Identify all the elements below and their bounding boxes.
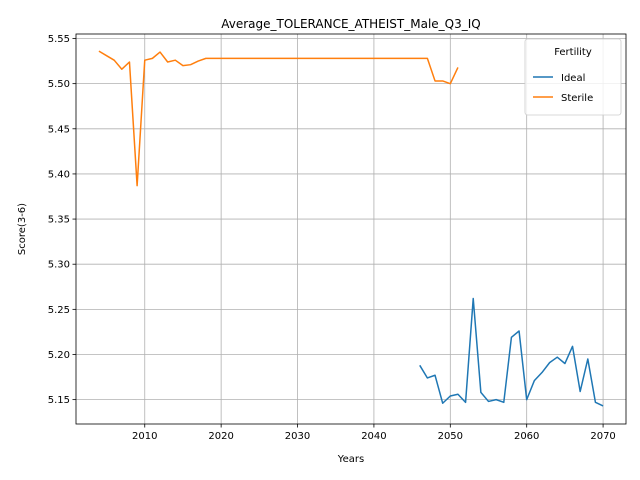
plot-area-frame — [75, 33, 627, 425]
legend: Fertility Ideal Sterile — [524, 38, 622, 116]
x-tick-label: 2010 — [132, 431, 157, 442]
x-tick-label: 2030 — [285, 431, 310, 442]
axis-ticks: 2010 2020 2030 2040 2050 2060 2070 5.15 5.20 5.25… — [48, 34, 616, 442]
y-tick-label: 5.25 — [48, 305, 70, 316]
y-tick-label: 5.35 — [48, 215, 70, 226]
series-line-ideal — [419, 297, 604, 407]
y-tick-label: 5.55 — [48, 34, 70, 45]
series-lines — [98, 50, 604, 407]
y-axis-label: Score(3-6) — [17, 203, 28, 255]
x-tick-label: 2050 — [438, 431, 463, 442]
y-tick-label: 5.20 — [48, 350, 70, 361]
x-axis-label: Years — [337, 454, 364, 465]
legend-box — [524, 38, 622, 116]
legend-label-sterile: Sterile — [561, 93, 593, 104]
y-tick-label: 5.50 — [48, 79, 70, 90]
y-tick-label: 5.15 — [48, 395, 70, 406]
y-tick-label: 5.30 — [48, 260, 70, 271]
y-tick-label: 5.40 — [48, 169, 70, 180]
legend-title: Fertility — [554, 47, 592, 58]
chart-title: Average_TOLERANCE_ATHEIST_Male_Q3_IQ — [221, 17, 481, 31]
x-tick-label: 2060 — [514, 431, 539, 442]
series-line-sterile — [98, 50, 459, 187]
x-tick-label: 2020 — [208, 431, 233, 442]
y-tick-label: 5.45 — [48, 124, 70, 135]
x-tick-label: 2070 — [590, 431, 615, 442]
legend-label-ideal: Ideal — [561, 73, 585, 84]
grid-lines — [76, 34, 626, 424]
x-tick-label: 2040 — [361, 431, 386, 442]
